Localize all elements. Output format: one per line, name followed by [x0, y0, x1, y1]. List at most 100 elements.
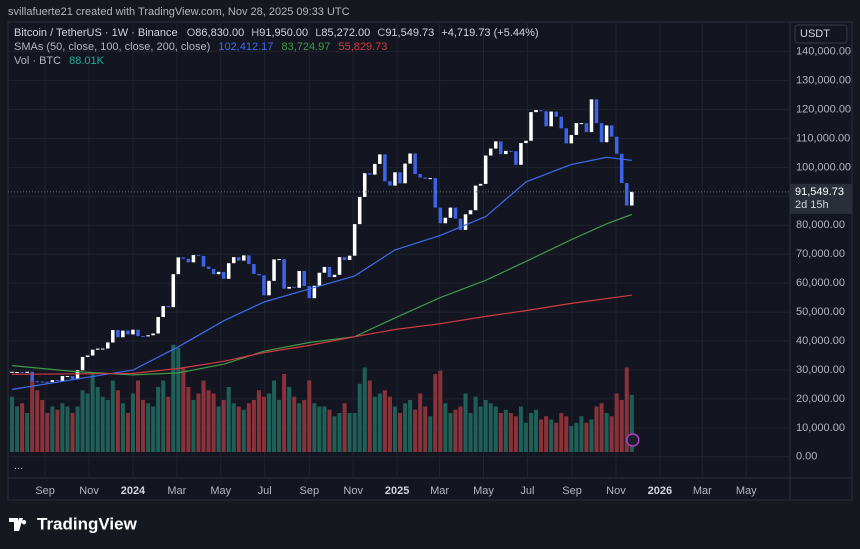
volume-legend: Vol · BTC 88.01K — [14, 55, 105, 67]
volume-bar — [413, 409, 418, 452]
ohlc-key: C — [377, 27, 385, 39]
candle-body — [368, 173, 372, 175]
candle-body — [539, 110, 543, 112]
currency-box — [794, 24, 848, 44]
candle-body — [478, 183, 483, 186]
x-tick-label: May — [736, 485, 757, 497]
volume-bar — [115, 390, 120, 452]
candle-body — [549, 111, 553, 127]
candle-body — [388, 181, 392, 186]
x-tick-label: Nov — [343, 485, 363, 497]
volume-bar — [256, 390, 261, 452]
volume-bar — [609, 416, 614, 452]
volume-bar — [85, 393, 90, 452]
candle-body — [151, 333, 155, 336]
candle-body — [619, 153, 624, 184]
volume-bar — [332, 416, 337, 452]
ohlc-value: 86,830.00 — [195, 27, 244, 39]
candle-body — [75, 370, 80, 380]
volume-bar — [261, 396, 266, 452]
volume-bar — [312, 403, 317, 452]
volume-value: 88.01K — [69, 55, 105, 67]
x-tick-label: Sep — [562, 485, 582, 497]
y-tick-label: 20,000.00 — [796, 393, 845, 405]
candle-body — [65, 376, 70, 378]
candle-body — [126, 330, 130, 335]
candle-body — [604, 125, 609, 143]
candle-body — [362, 173, 367, 197]
volume-bar — [120, 403, 125, 452]
candle-body — [443, 217, 448, 224]
volume-bar — [50, 406, 55, 452]
candle-body — [488, 148, 493, 156]
candle-body — [458, 218, 463, 230]
candle-body — [242, 255, 246, 261]
y-tick-label: 100,000.00 — [796, 161, 851, 173]
candle-body — [297, 270, 301, 288]
volume-bar — [60, 403, 65, 452]
candle-body — [131, 329, 135, 335]
volume-bar — [221, 400, 226, 452]
volume-bar — [574, 422, 579, 452]
volume-bar — [327, 409, 332, 452]
brand: TradingView — [37, 514, 138, 533]
volume-bar — [347, 413, 352, 452]
brand-logo: TradingView — [9, 514, 138, 533]
candle-body — [277, 259, 281, 261]
volume-bar — [488, 403, 493, 452]
candle-body — [181, 257, 186, 259]
volume-bar — [493, 406, 498, 452]
candle-body — [201, 255, 206, 267]
sma-value: 102,412.17 — [218, 41, 273, 53]
volume-bar — [584, 422, 589, 452]
candle-body — [599, 123, 604, 143]
x-tick-label: Mar — [693, 485, 712, 497]
volume-bar — [498, 413, 503, 452]
volume-bar — [589, 419, 594, 452]
candle-body — [630, 191, 634, 206]
candle-body — [221, 271, 226, 279]
candle-body — [589, 99, 594, 133]
candle-body — [438, 207, 443, 224]
volume-bar — [105, 400, 110, 452]
credit: svillafuerte21 created with TradingView.… — [8, 6, 350, 18]
candle-body — [211, 268, 216, 275]
volume-bar — [15, 406, 20, 452]
y-tick-label: 140,000.00 — [796, 46, 851, 58]
volume-bar — [539, 419, 544, 452]
x-tick-label: 2026 — [648, 485, 672, 497]
volume-bar — [211, 393, 216, 452]
ohlc-value: 91,950.00 — [259, 27, 308, 39]
volume-bar — [387, 396, 392, 452]
candle-body — [584, 123, 589, 133]
volume-bar — [266, 393, 272, 452]
candle-body — [322, 266, 327, 273]
more-indicator[interactable]: ... — [14, 460, 23, 472]
candle-body — [196, 255, 201, 257]
candle-body — [383, 154, 387, 182]
candle-body — [428, 178, 433, 180]
volume-bar — [438, 370, 443, 452]
volume-bar — [80, 390, 85, 452]
symbol: Bitcoin / TetherUS · 1W · Binance — [14, 27, 178, 39]
volume-bar — [55, 409, 60, 452]
volume-bar — [458, 406, 463, 452]
candle-body — [282, 259, 286, 289]
volume-bar — [423, 406, 428, 452]
y-tick-label: 0.00 — [796, 451, 817, 463]
candle-body — [352, 224, 357, 256]
y-tick-label: 10,000.00 — [796, 422, 845, 434]
y-tick-label: 60,000.00 — [796, 277, 845, 289]
volume-bar — [151, 406, 156, 452]
candle-body — [20, 371, 24, 373]
volume-bar — [176, 348, 181, 452]
currency: USDT — [800, 28, 830, 40]
y-tick-label: 70,000.00 — [796, 248, 845, 260]
volume-bar — [569, 426, 574, 452]
candle-body — [267, 280, 271, 296]
candle-body — [141, 336, 145, 338]
volume-bar — [35, 390, 40, 452]
candle-body — [559, 116, 564, 129]
sma-value: 83,724.97 — [281, 41, 330, 53]
sma-value: 55,829.73 — [338, 41, 387, 53]
